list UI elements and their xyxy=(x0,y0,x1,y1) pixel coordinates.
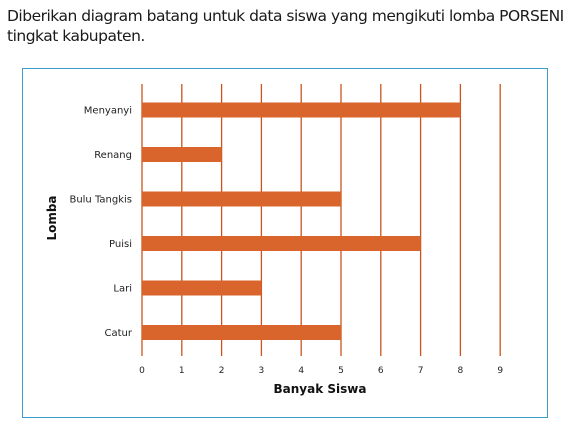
bar-renang xyxy=(142,147,222,162)
x-tick-label: 0 xyxy=(139,366,145,376)
tick-labels: 0 1 2 3 4 5 6 7 8 9 xyxy=(139,366,503,376)
x-tick-label: 3 xyxy=(259,366,265,376)
x-tick-label: 2 xyxy=(219,366,225,376)
bar-lari xyxy=(142,280,262,296)
y-axis-title: Lomba xyxy=(45,195,59,240)
x-tick-label: 1 xyxy=(179,366,185,376)
category-labels: Menyanyi Renang Bulu Tangkis Puisi Lari Catur xyxy=(69,106,132,340)
x-tick-label: 6 xyxy=(378,366,384,376)
x-tick-label: 4 xyxy=(298,366,304,376)
intro-text: Diberikan diagram batang untuk data sisw… xyxy=(7,7,564,45)
bar-catur xyxy=(142,325,341,340)
category-label: Lari xyxy=(113,284,132,295)
bars xyxy=(142,102,461,340)
category-label: Puisi xyxy=(109,239,132,250)
x-tick-label: 7 xyxy=(418,366,424,376)
x-tick-label: 9 xyxy=(497,366,503,376)
bar-menyanyi xyxy=(142,102,461,118)
category-label: Renang xyxy=(94,150,132,161)
grid-lines xyxy=(141,84,501,356)
bar-puisi xyxy=(142,236,421,251)
category-label: Bulu Tangkis xyxy=(69,195,132,206)
category-label: Menyanyi xyxy=(84,106,132,117)
x-tick-label: 8 xyxy=(458,366,464,376)
bar-bulu-tangkis xyxy=(142,191,341,207)
x-axis-title: Banyak Siswa xyxy=(274,382,367,396)
category-label: Catur xyxy=(105,328,133,339)
x-tick-label: 5 xyxy=(338,366,344,376)
